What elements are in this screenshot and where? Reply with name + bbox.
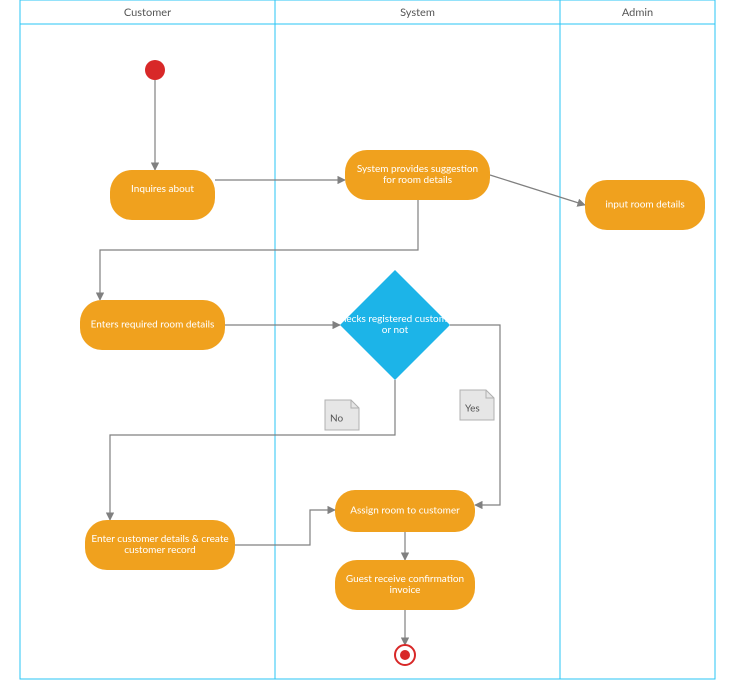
enters-label-0: Enters required room details [91, 319, 215, 331]
suggest-label-1: for room details [383, 174, 452, 186]
confirm-label-1: invoice [390, 584, 421, 596]
lane-admin-label: Admin [622, 6, 653, 19]
note-yes-label: Yes [465, 403, 480, 415]
end-node-dot [400, 650, 410, 660]
lane-customer-body [20, 24, 275, 679]
lane-customer-label: Customer [124, 6, 171, 19]
lane-system-label: System [400, 6, 435, 19]
swimlane-diagram: CustomerSystemAdminInquires aboutSystem … [0, 0, 735, 699]
input-label-0: input room details [605, 199, 684, 211]
inquires-label-0: Inquires about [131, 183, 194, 195]
note-no-label: No [330, 413, 343, 425]
create-label-1: customer record [124, 544, 196, 556]
start-node [145, 60, 165, 80]
assign-label-0: Assign room to customer [350, 505, 460, 517]
decision-label-1: or not [382, 324, 409, 336]
lane-admin-body [560, 24, 715, 679]
